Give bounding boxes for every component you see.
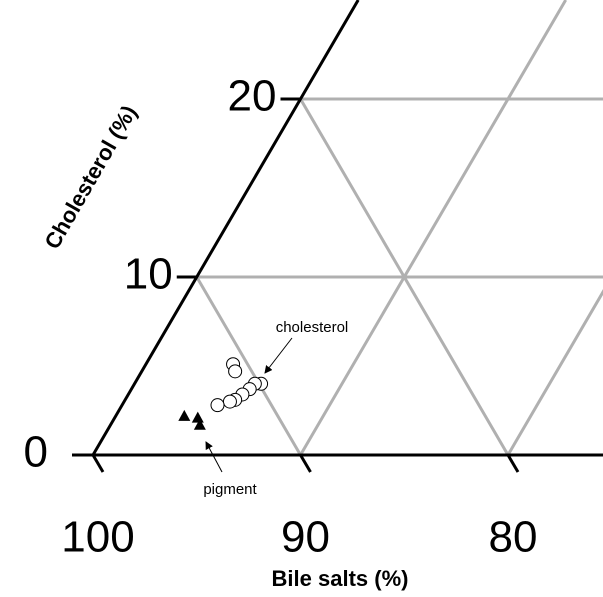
grid	[195, 0, 603, 456]
grid-line	[195, 276, 302, 456]
grid-line	[299, 98, 510, 456]
point	[193, 418, 206, 430]
x-tick	[506, 454, 520, 473]
point	[210, 398, 225, 413]
x-axis-title: Bile salts (%)	[272, 566, 409, 591]
x-tick-label: 90	[281, 513, 330, 562]
point	[222, 394, 237, 409]
grid-line	[506, 289, 603, 456]
y-tick-label: 10	[124, 250, 173, 299]
y-axis-title: Cholesterol (%)	[39, 101, 141, 253]
x-tick	[91, 454, 105, 473]
annotation: pigment	[203, 481, 257, 498]
marks	[178, 357, 269, 430]
grid-line	[299, 0, 567, 456]
annotation: cholesterol	[276, 319, 349, 336]
point	[228, 364, 243, 379]
x-tick-label: 80	[489, 513, 538, 562]
y-tick-label: 0	[24, 428, 48, 477]
annotation-arrow	[264, 337, 293, 374]
y-tick-label: 20	[228, 72, 277, 121]
x-tick-label: 100	[61, 513, 134, 562]
axes: 0 10 20 100 90 80	[24, 0, 603, 562]
annotation-arrow	[205, 441, 223, 473]
y-axis	[91, 0, 360, 456]
point	[178, 409, 191, 421]
x-tick	[299, 454, 312, 473]
point	[191, 411, 204, 423]
